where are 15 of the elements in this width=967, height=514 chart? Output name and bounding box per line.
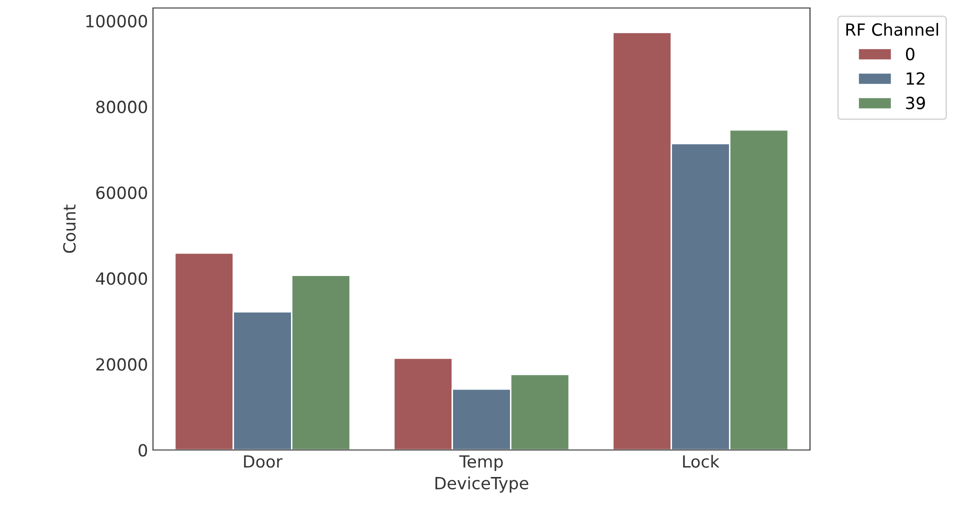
y-tick-label: 0 [138, 444, 148, 457]
y-tick-label: 100000 [86, 14, 148, 28]
x-tick-label: Door [244, 455, 283, 468]
y-tick-label: 20000 [96, 358, 148, 371]
y-tick-label: 40000 [96, 272, 148, 285]
legend-label: 0 [906, 48, 914, 60]
y-tick-label: 80000 [96, 100, 148, 114]
legend-label: 39 [906, 96, 925, 110]
y-axis-title: Count [63, 204, 76, 253]
legend-title: RF Channel [846, 23, 938, 36]
x-tick-label: Lock [683, 454, 720, 468]
x-tick-label: Temp [459, 455, 503, 471]
y-tick-label: 60000 [96, 186, 148, 200]
legend-label: 12 [906, 72, 924, 85]
x-axis-title: DeviceType [435, 476, 528, 493]
